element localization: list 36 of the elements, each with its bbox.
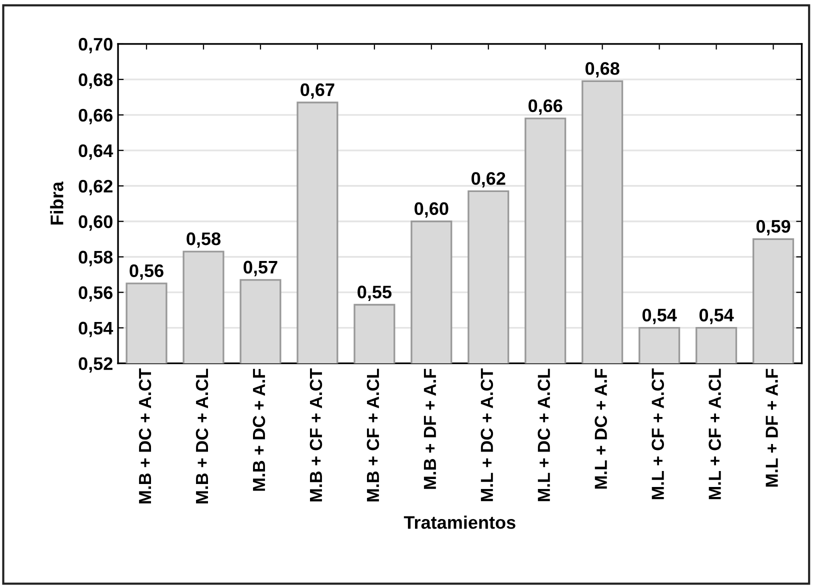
y-tick-label: 0,68 xyxy=(78,73,113,89)
x-tick-label: M.B + DC + A.CL xyxy=(196,368,208,504)
x-tick-label: M.B + DC + A.CT xyxy=(138,368,152,504)
y-tick-label: 0,58 xyxy=(78,250,113,266)
x-tick-label: M.L + DF + A.F xyxy=(766,368,778,487)
x-tick-label: M.B + DC + A.F xyxy=(252,368,266,491)
x-tick-label: M.L + CF + A.CL xyxy=(708,368,721,500)
y-tick-label: 0,52 xyxy=(78,357,112,373)
x-tick-label: M.L + DC + A.CT xyxy=(480,368,494,502)
data-label: 0,55 xyxy=(358,286,392,302)
x-tick-label: M.B + CF + A.CL xyxy=(366,368,380,502)
data-label: 0,54 xyxy=(642,308,677,324)
x-tick-label: M.L + DC + A.CL xyxy=(538,368,550,502)
data-label: 0,62 xyxy=(472,172,506,188)
y-tick-label: 0,62 xyxy=(78,180,112,196)
data-label: 0,58 xyxy=(186,232,221,248)
data-label: 0,68 xyxy=(586,62,620,78)
y-tick-label: 0,60 xyxy=(78,215,112,231)
data-label: 0,60 xyxy=(414,202,448,218)
x-tick-label: M.L + DC + A.F xyxy=(594,368,608,489)
data-label: 0,59 xyxy=(756,220,790,236)
y-tick-label: 0,64 xyxy=(78,144,114,160)
y-axis-title: Fibra xyxy=(50,181,64,224)
data-label: 0,66 xyxy=(528,99,562,115)
data-label: 0,56 xyxy=(130,264,164,280)
x-tick-label: M.L + CF + A.CT xyxy=(652,368,664,500)
y-tick-label: 0,54 xyxy=(78,322,114,338)
data-label: 0,57 xyxy=(244,260,278,276)
data-label: 0,67 xyxy=(300,83,334,99)
y-tick-label: 0,70 xyxy=(78,38,112,54)
x-tick-label: M.B + DF + A.F xyxy=(424,368,436,489)
data-label: 0,54 xyxy=(699,308,734,324)
x-tick-label: M.B + CF + A.CT xyxy=(310,368,322,502)
y-tick-label: 0,66 xyxy=(78,108,113,124)
x-axis-title: Tratamientos xyxy=(404,516,516,529)
y-tick-label: 0,56 xyxy=(78,286,113,302)
